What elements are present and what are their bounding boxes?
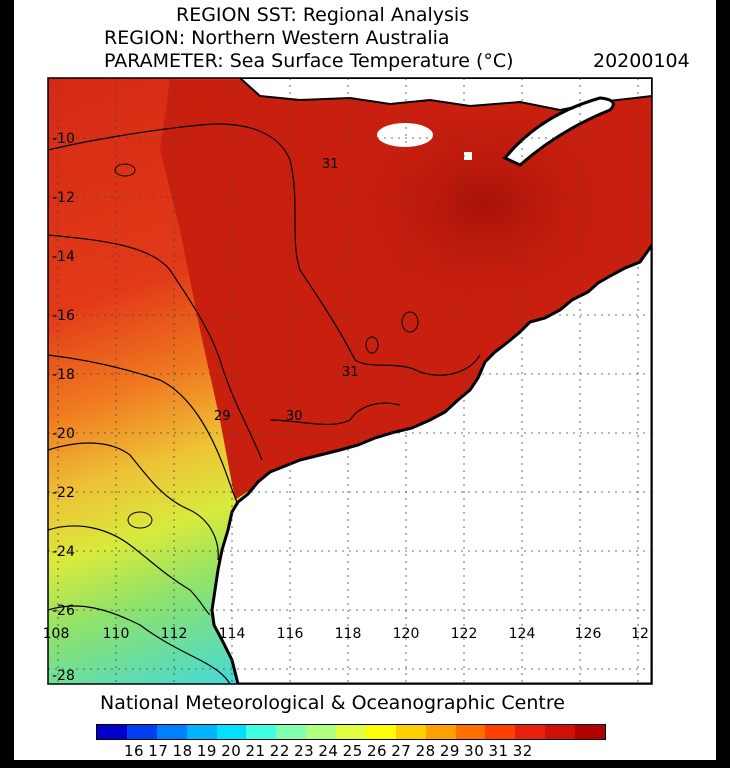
colorbar-swatch xyxy=(126,725,157,739)
contour-eddy xyxy=(401,311,419,333)
colorbar-label: 31 xyxy=(488,742,509,760)
lon-label: 124 xyxy=(509,626,536,642)
region-label: REGION: Northern Western Australia xyxy=(104,27,450,49)
lat-label: -28 xyxy=(52,668,75,684)
contour-eddy xyxy=(114,163,136,177)
colorbar-label: 27 xyxy=(391,742,412,760)
colorbar-label: 17 xyxy=(148,742,169,760)
bottom-frame-bar xyxy=(0,760,730,768)
contour-31 xyxy=(48,123,481,376)
lon-label: 108 xyxy=(43,626,70,642)
colorbar-swatch xyxy=(186,725,217,739)
timor-island xyxy=(502,96,615,167)
colorbar-label: 26 xyxy=(366,742,388,760)
lat-label: -20 xyxy=(52,426,75,442)
cloud-gap xyxy=(377,123,433,147)
colorbar-swatch xyxy=(515,725,546,739)
lat-label: -18 xyxy=(52,367,75,383)
lat-label: -24 xyxy=(52,544,75,560)
contour-25 xyxy=(48,525,211,616)
northern-islands xyxy=(238,78,652,112)
colorbar-swatch xyxy=(216,725,247,739)
colorbar-label: 23 xyxy=(294,742,315,760)
colorbar-label: 16 xyxy=(124,742,145,760)
colorbar-swatch xyxy=(336,725,366,739)
lon-label: 12 xyxy=(631,626,649,642)
colorbar-swatch xyxy=(545,725,575,739)
colorbar-labels: 16 17 18 19 20 21 22 23 24 25 26 27 28 29 30 31 32 xyxy=(124,742,537,760)
cloud-gap-small xyxy=(464,152,472,160)
right-frame-bar xyxy=(716,0,730,768)
contour-value-label: 29 xyxy=(214,409,231,424)
contour-24 xyxy=(48,605,231,684)
contour-26 xyxy=(48,442,219,561)
parameter-label: PARAMETER: Sea Surface Temperature (°C) xyxy=(104,50,514,72)
colorbar-label: 19 xyxy=(196,742,217,760)
colorbar-label: 22 xyxy=(269,742,290,760)
lon-label: 116 xyxy=(277,626,304,642)
colorbar-label: 24 xyxy=(318,742,339,760)
colorbar-label: 20 xyxy=(221,742,242,760)
colorbar-swatch xyxy=(455,725,486,739)
lon-label: 114 xyxy=(219,626,246,642)
hottest-water-zone xyxy=(280,110,620,380)
sst-map: 108 110 112 114 116 118 120 122 124 126 … xyxy=(43,77,653,685)
colorbar-label: 25 xyxy=(342,742,363,760)
contour-value-label: 31 xyxy=(342,365,359,380)
lat-label: -12 xyxy=(52,190,75,206)
lat-label: -10 xyxy=(52,131,75,147)
colorbar-swatch xyxy=(306,725,336,739)
colorbar-label: 18 xyxy=(172,742,193,760)
colorbar-swatch xyxy=(97,725,127,739)
map-border xyxy=(47,77,653,685)
credit-footer: National Meteorological & Oceanographic … xyxy=(100,692,565,714)
colorbar-swatch xyxy=(485,725,516,739)
lat-label: -22 xyxy=(52,485,75,501)
colorbar-swatch xyxy=(365,725,396,739)
lon-label: 118 xyxy=(335,626,362,642)
lat-label: -26 xyxy=(52,603,75,619)
lon-label: 120 xyxy=(393,626,420,642)
colorbar-label: 32 xyxy=(512,742,533,760)
colorbar-label: 28 xyxy=(415,742,436,760)
lon-label: 110 xyxy=(103,626,130,642)
temperature-colorbar xyxy=(96,724,606,740)
left-frame-bar xyxy=(0,0,14,768)
colorbar-swatch xyxy=(575,725,605,739)
contour-30 xyxy=(269,402,401,426)
lat-label: -14 xyxy=(52,249,75,265)
colorbar-swatch xyxy=(425,725,456,739)
lat-lon-grid xyxy=(48,78,652,684)
lat-label: -16 xyxy=(52,308,75,324)
contour-value-label: 30 xyxy=(286,409,303,424)
lon-label: 112 xyxy=(161,626,188,642)
colorbar-label: 30 xyxy=(464,742,485,760)
colorbar-swatch xyxy=(246,725,277,739)
australia-landmass xyxy=(210,242,652,684)
contour-value-label: 31 xyxy=(322,157,339,172)
lon-label: 122 xyxy=(451,626,478,642)
colorbar-label: 21 xyxy=(245,742,266,760)
contour-eddy xyxy=(365,336,379,354)
colorbar-swatch xyxy=(156,725,187,739)
analysis-date: 20200104 xyxy=(593,50,690,72)
map-title: REGION SST: Regional Analysis xyxy=(176,4,470,26)
contour-29 xyxy=(48,234,263,461)
colorbar-swatch xyxy=(276,725,307,739)
colorbar-label: 29 xyxy=(439,742,460,760)
lon-label: 126 xyxy=(575,626,602,642)
contour-28 xyxy=(48,354,239,506)
contour-eddy xyxy=(127,511,153,529)
colorbar-swatch xyxy=(395,725,426,739)
